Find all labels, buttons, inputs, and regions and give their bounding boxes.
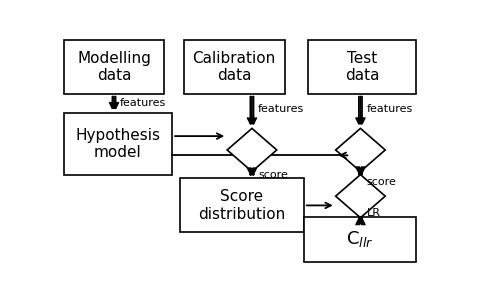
Text: score: score [367,177,397,187]
Text: score: score [258,170,288,180]
FancyBboxPatch shape [184,40,284,94]
Text: features: features [120,98,166,108]
Text: Test
data: Test data [345,51,379,83]
FancyBboxPatch shape [180,178,304,232]
FancyBboxPatch shape [64,113,172,175]
Polygon shape [336,175,385,218]
Text: Score
distribution: Score distribution [198,189,285,222]
Text: C$_{llr}$: C$_{llr}$ [346,229,374,249]
FancyBboxPatch shape [64,40,164,94]
Text: Modelling
data: Modelling data [77,51,151,83]
Text: Calibration
data: Calibration data [193,51,276,83]
Polygon shape [336,128,385,172]
Text: LR: LR [367,208,380,218]
FancyBboxPatch shape [308,40,416,94]
Polygon shape [227,128,277,172]
FancyBboxPatch shape [304,217,416,262]
Text: features: features [367,104,413,114]
Text: Hypothesis
model: Hypothesis model [76,128,161,160]
Text: features: features [258,104,304,114]
